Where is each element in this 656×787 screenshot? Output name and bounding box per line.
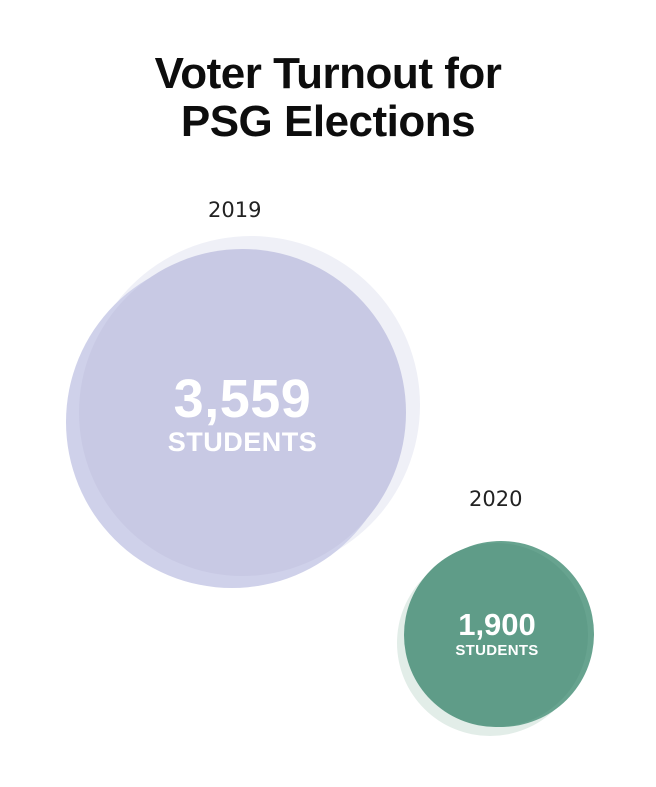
title-line-1: Voter Turnout for bbox=[154, 49, 502, 98]
year-label-2019: 2019 bbox=[208, 198, 262, 222]
bubble-2019-value: 3,559 bbox=[173, 369, 312, 429]
bubble-2020 bbox=[404, 543, 588, 727]
bubble-2020-value: 1,900 bbox=[458, 607, 536, 642]
bubble-2019-unit: STUDENTS bbox=[167, 427, 318, 457]
bubble-2020-label: 1,900 STUDENTS bbox=[404, 608, 590, 660]
chart-title: Voter Turnout for PSG Elections bbox=[0, 50, 656, 146]
bubble-2020-unit: STUDENTS bbox=[455, 642, 539, 659]
bubble-2019 bbox=[79, 249, 406, 576]
bubble-2019-label: 3,559 STUDENTS bbox=[79, 371, 406, 457]
title-line-2: PSG Elections bbox=[180, 97, 476, 146]
year-label-2020: 2020 bbox=[469, 487, 523, 511]
